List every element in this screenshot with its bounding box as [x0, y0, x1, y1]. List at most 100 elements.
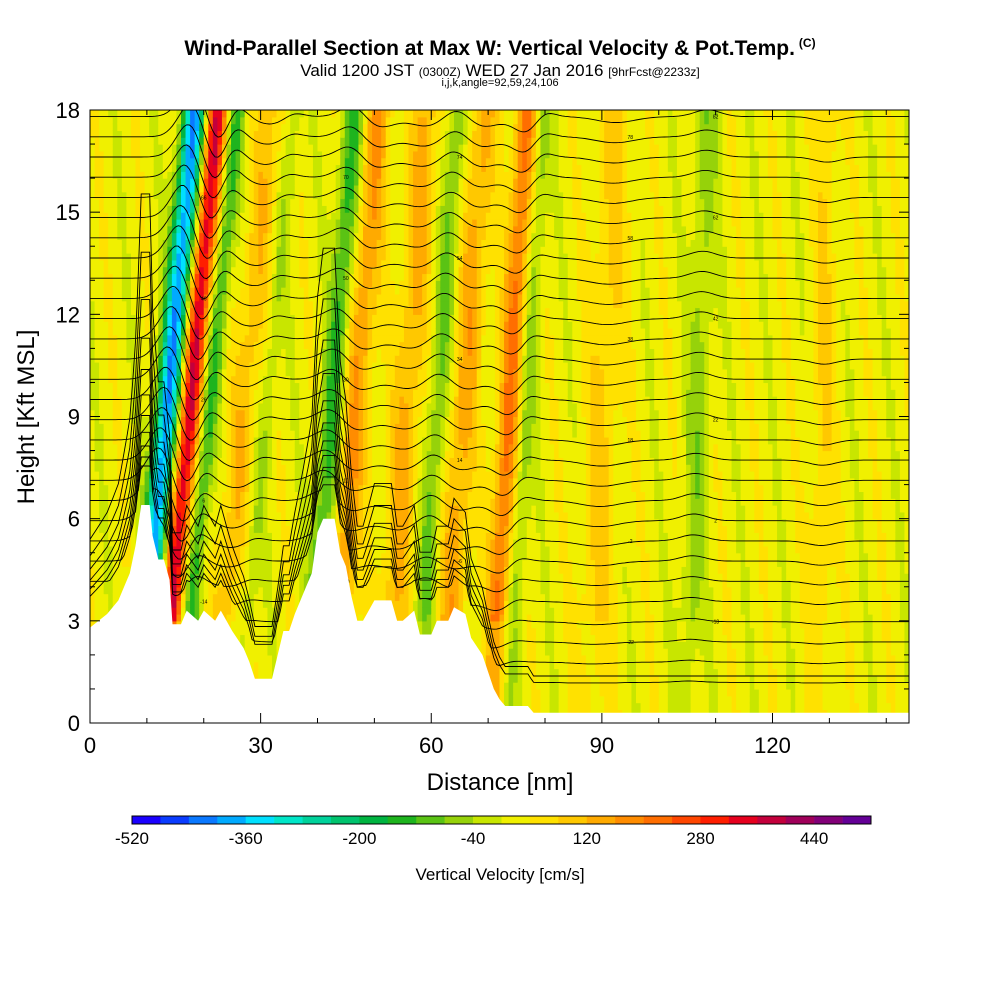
- velocity-cell: [249, 457, 255, 465]
- velocity-cell: [140, 314, 146, 322]
- velocity-cell: [276, 218, 282, 227]
- velocity-cell: [112, 287, 118, 295]
- velocity-cell: [153, 505, 159, 513]
- velocity-cell: [326, 341, 332, 349]
- velocity-cell: [303, 157, 309, 166]
- velocity-cell: [299, 307, 305, 315]
- velocity-cell: [199, 280, 205, 288]
- velocity-cell: [235, 375, 241, 384]
- velocity-cell: [90, 593, 96, 601]
- velocity-cell: [294, 205, 300, 213]
- velocity-cell: [231, 171, 237, 179]
- velocity-cell: [244, 457, 250, 465]
- velocity-cell: [281, 607, 287, 615]
- velocity-cell: [272, 661, 278, 670]
- velocity-cell: [299, 579, 305, 588]
- velocity-cell: [135, 300, 141, 309]
- velocity-cell: [272, 436, 278, 445]
- velocity-cell: [176, 191, 182, 200]
- velocity-cell: [331, 341, 337, 349]
- velocity-cell: [217, 314, 223, 322]
- velocity-cell: [94, 430, 100, 438]
- velocity-cell: [190, 130, 196, 138]
- velocity-cell: [208, 382, 214, 390]
- velocity-cell: [299, 416, 305, 424]
- velocity-cell: [135, 198, 141, 206]
- velocity-cell: [167, 232, 173, 241]
- velocity-cell: [267, 266, 273, 275]
- velocity-cell: [194, 232, 200, 241]
- velocity-cell: [203, 259, 209, 268]
- velocity-cell: [171, 253, 178, 261]
- velocity-cell: [308, 171, 314, 179]
- velocity-cell: [158, 518, 164, 527]
- velocity-cell: [221, 334, 228, 343]
- velocity-cell: [185, 470, 191, 479]
- velocity-cell: [194, 423, 200, 431]
- velocity-cell: [90, 416, 96, 424]
- velocity-cell: [285, 280, 291, 288]
- velocity-cell: [308, 239, 314, 247]
- velocity-cell: [212, 443, 218, 452]
- velocity-cell: [112, 402, 118, 411]
- velocity-cell: [158, 157, 164, 166]
- velocity-cell: [294, 409, 300, 418]
- velocity-cell: [108, 389, 114, 397]
- velocity-cell: [335, 382, 341, 390]
- velocity-cell: [144, 205, 150, 213]
- velocity-cell: [303, 505, 309, 513]
- velocity-cell: [285, 184, 291, 193]
- velocity-cell: [181, 443, 187, 452]
- velocity-cell: [267, 614, 273, 622]
- velocity-cell: [240, 641, 246, 649]
- velocity-cell: [203, 430, 209, 438]
- velocity-cell: [144, 450, 150, 458]
- velocity-cell: [299, 450, 305, 458]
- velocity-cell: [221, 246, 228, 254]
- velocity-cell: [258, 362, 264, 370]
- velocity-cell: [130, 239, 137, 247]
- velocity-cell: [322, 293, 328, 302]
- velocity-cell: [221, 545, 228, 554]
- velocity-cell: [276, 518, 282, 527]
- velocity-cell: [326, 375, 332, 384]
- velocity-cell: [203, 382, 209, 390]
- velocity-cell: [267, 362, 273, 370]
- velocity-cell: [244, 293, 250, 302]
- velocity-cell: [149, 300, 155, 309]
- velocity-cell: [331, 130, 337, 138]
- velocity-cell: [299, 436, 305, 445]
- velocity-cell: [190, 293, 196, 302]
- velocity-cell: [335, 253, 341, 261]
- velocity-cell: [203, 144, 209, 152]
- velocity-cell: [312, 266, 319, 275]
- velocity-cell: [162, 116, 168, 125]
- velocity-cell: [194, 518, 200, 527]
- velocity-cell: [258, 123, 264, 132]
- velocity-cell: [217, 464, 223, 472]
- velocity-cell: [217, 266, 223, 275]
- velocity-cell: [258, 600, 264, 608]
- velocity-cell: [176, 532, 182, 540]
- velocity-cell: [240, 416, 246, 424]
- velocity-cell: [185, 348, 191, 356]
- velocity-cell: [322, 150, 328, 159]
- velocity-cell: [253, 620, 259, 629]
- velocity-cell: [90, 144, 96, 152]
- velocity-cell: [235, 300, 241, 309]
- velocity-cell: [221, 348, 228, 356]
- velocity-cell: [303, 321, 309, 329]
- velocity-cell: [94, 232, 100, 241]
- velocity-cell: [190, 116, 196, 125]
- velocity-cell: [158, 416, 164, 424]
- velocity-cell: [262, 593, 269, 601]
- velocity-cell: [121, 280, 127, 288]
- velocity-cell: [162, 232, 168, 241]
- velocity-cell: [272, 157, 278, 166]
- velocity-cell: [181, 600, 187, 608]
- velocity-cell: [121, 362, 127, 370]
- velocity-cell: [340, 518, 346, 527]
- velocity-cell: [322, 368, 328, 377]
- velocity-cell: [294, 579, 300, 588]
- velocity-cell: [208, 348, 214, 356]
